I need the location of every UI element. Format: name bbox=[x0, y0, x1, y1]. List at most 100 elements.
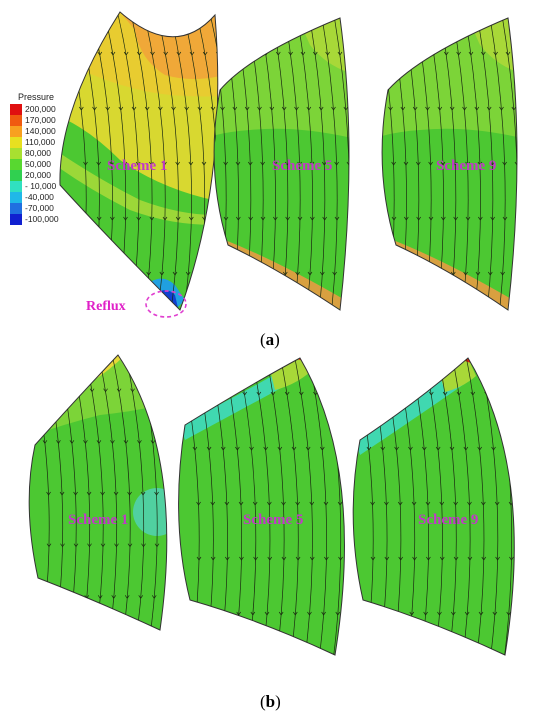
streamline bbox=[524, 0, 542, 330]
streamline-arrow bbox=[137, 440, 142, 444]
streamline-arrow bbox=[288, 51, 293, 56]
streamline-arrow bbox=[470, 391, 476, 396]
streamline-arrow bbox=[344, 271, 349, 276]
streamline-arrow bbox=[133, 271, 138, 276]
streamline-arrow bbox=[423, 611, 428, 616]
streamline-arrow bbox=[96, 216, 102, 221]
streamline-arrow bbox=[307, 611, 312, 616]
streamline-arrow bbox=[295, 271, 300, 276]
streamline-arrow bbox=[111, 595, 117, 599]
streamline-arrow bbox=[453, 501, 458, 506]
streamline-arrow bbox=[144, 106, 150, 111]
streamline-arrow bbox=[284, 391, 290, 396]
streamline-arrow bbox=[189, 216, 194, 221]
streamline-arrow bbox=[521, 612, 525, 615]
streamline-arrow bbox=[199, 271, 204, 276]
streamline-arrow bbox=[109, 161, 115, 166]
streamline-arrow bbox=[540, 162, 544, 165]
streamline-arrow bbox=[260, 161, 265, 166]
streamline-arrow bbox=[110, 216, 115, 221]
legend-tick-label: - 10,000 bbox=[25, 181, 56, 191]
streamline-arrow bbox=[210, 106, 216, 111]
legend-swatch bbox=[10, 192, 22, 203]
streamline-arrow bbox=[46, 491, 51, 496]
streamline-arrow bbox=[465, 216, 471, 221]
streamline-arrow bbox=[401, 271, 407, 276]
legend-swatch bbox=[10, 126, 22, 137]
streamline-arrow bbox=[453, 161, 458, 166]
label-b-scheme-9: Scheme 9 bbox=[418, 512, 478, 528]
streamline-arrow bbox=[110, 51, 116, 56]
streamline-arrow bbox=[350, 52, 354, 55]
streamline-arrow bbox=[478, 611, 484, 616]
streamline-arrow bbox=[537, 557, 541, 560]
streamline-arrow bbox=[223, 161, 228, 166]
streamline-arrow bbox=[220, 446, 226, 451]
panel-b: Scheme 1 Scheme 5 Scheme 9 bbox=[28, 354, 541, 656]
streamline-arrow bbox=[270, 391, 276, 396]
streamline-arrow bbox=[208, 611, 213, 616]
streamline-arrow bbox=[370, 556, 376, 561]
streamline-arrow bbox=[236, 611, 241, 616]
streamline-arrow bbox=[135, 161, 141, 166]
streamline-arrow bbox=[222, 611, 227, 616]
streamline-arrow bbox=[138, 595, 144, 599]
streamline-arrow bbox=[239, 556, 244, 561]
streamline-arrow bbox=[349, 447, 353, 450]
legend-tick-label: 50,000 bbox=[25, 159, 51, 169]
streamline-arrow bbox=[193, 611, 199, 616]
streamline-arrow bbox=[438, 271, 444, 276]
streamline-arrow bbox=[531, 52, 535, 55]
streamline-arrow bbox=[373, 391, 379, 396]
streamline-arrow bbox=[363, 52, 367, 55]
streamline-arrow bbox=[79, 106, 84, 111]
streamline-arrow bbox=[350, 612, 354, 615]
streamline-arrow bbox=[523, 502, 527, 505]
streamline-arrow bbox=[500, 271, 505, 276]
streamline-arrow bbox=[478, 216, 483, 221]
streamline-arrow bbox=[248, 216, 253, 221]
streamline-arrow bbox=[305, 446, 311, 451]
streamline-arrow bbox=[527, 162, 531, 165]
streamline-arrow bbox=[323, 501, 329, 506]
streamline-arrow bbox=[389, 271, 394, 276]
streamline-arrow bbox=[297, 216, 303, 221]
streamline-arrow bbox=[127, 491, 132, 496]
streamline-arrow bbox=[422, 446, 427, 451]
streamline-arrow bbox=[143, 388, 149, 393]
streamline-arrow bbox=[370, 392, 374, 395]
streamline-arrow bbox=[502, 216, 508, 221]
streamline-arrow bbox=[267, 556, 273, 561]
streamline-arrow bbox=[192, 446, 198, 451]
legend-swatch bbox=[10, 170, 22, 181]
streamline-arrow bbox=[381, 611, 387, 616]
streamline-arrow bbox=[367, 611, 373, 616]
streamline-arrow bbox=[491, 446, 496, 451]
streamline-arrow bbox=[331, 106, 336, 111]
streamline-arrow bbox=[165, 595, 167, 599]
reflux-label: Reflux bbox=[86, 299, 126, 314]
streamline-arrow bbox=[451, 271, 456, 276]
streamline-arrow bbox=[366, 446, 372, 451]
streamline-arrow bbox=[408, 446, 413, 451]
streamline-arrow bbox=[83, 216, 89, 221]
streamline-arrow bbox=[228, 391, 233, 396]
caption-a-letter: a bbox=[265, 330, 275, 349]
streamline-arrow bbox=[524, 107, 528, 110]
streamline-arrow bbox=[299, 391, 304, 396]
streamline-arrow bbox=[73, 543, 79, 548]
streamline-arrow bbox=[428, 216, 434, 221]
streamline-arrow bbox=[277, 446, 283, 451]
streamline-arrow bbox=[196, 501, 201, 506]
streamline-arrow bbox=[429, 391, 434, 396]
streamline-arrow bbox=[295, 556, 301, 561]
streamline-arrow bbox=[123, 440, 129, 444]
legend-swatch bbox=[10, 214, 22, 225]
streamline-arrow bbox=[202, 51, 208, 56]
streamline-arrow bbox=[416, 161, 421, 166]
streamline-arrow bbox=[169, 544, 173, 547]
panel-a: Scheme 1 Scheme 5 Scheme 9 Reflux Pressu… bbox=[10, 0, 544, 330]
streamline-arrow bbox=[359, 391, 365, 396]
streamline-arrow bbox=[384, 556, 390, 561]
